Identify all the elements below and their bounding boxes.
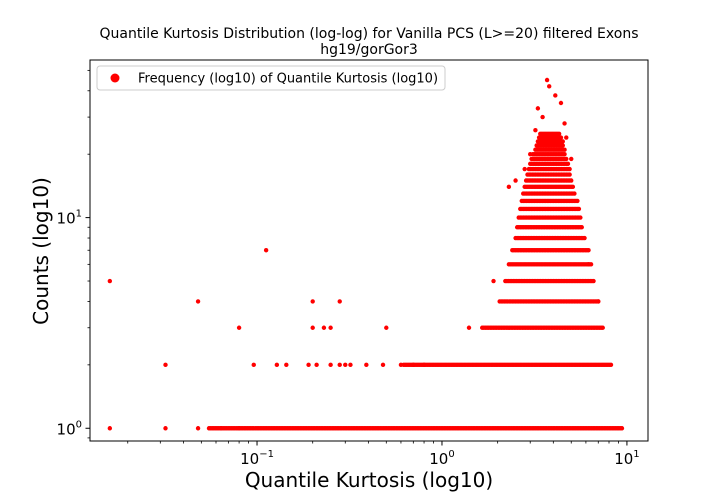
data-point — [163, 426, 168, 431]
data-point — [558, 135, 564, 140]
data-point — [562, 151, 567, 157]
data-point — [328, 325, 333, 330]
data-point — [560, 143, 565, 148]
data-point — [337, 299, 342, 304]
data-point — [582, 235, 587, 241]
y-tick-label: 101 — [57, 209, 82, 228]
data-point — [569, 178, 574, 183]
data-point — [579, 225, 584, 230]
data-point — [553, 93, 558, 98]
data-point — [562, 147, 567, 152]
data-point — [384, 325, 389, 330]
data-point — [567, 166, 572, 172]
data-point — [274, 362, 280, 368]
y-axis-label: Counts (log10) — [29, 177, 53, 325]
chart-title: Quantile Kurtosis Distribution (log-log)… — [100, 26, 639, 42]
data-point — [570, 184, 576, 190]
data-point — [533, 127, 538, 133]
axis-ticks: 10−1 100 101 100 101 — [57, 69, 640, 468]
x-axis-label: Quantile Kurtosis (log10) — [245, 468, 493, 492]
data-point — [591, 278, 596, 284]
data-point — [569, 156, 574, 162]
data-point — [380, 362, 386, 368]
legend-label: Frequency (log10) of Quantile Kurtosis (… — [138, 72, 438, 87]
scatter-points — [107, 77, 625, 431]
data-point — [560, 139, 565, 144]
data-point — [251, 362, 256, 368]
data-point — [364, 362, 369, 368]
data-point — [535, 106, 541, 111]
data-point — [491, 278, 496, 284]
data-point — [310, 299, 315, 304]
data-point — [107, 426, 113, 431]
y-tick-label: 100 — [57, 419, 82, 438]
data-point — [573, 198, 579, 204]
data-point — [556, 131, 562, 136]
data-point — [572, 191, 577, 196]
data-point — [284, 362, 289, 368]
data-point — [506, 184, 512, 190]
data-point — [343, 362, 348, 368]
data-point — [608, 362, 614, 368]
data-point — [600, 325, 605, 330]
data-point — [321, 325, 327, 330]
data-point — [163, 362, 168, 368]
data-point — [586, 248, 591, 253]
data-point — [567, 172, 572, 177]
legend: Frequency (log10) of Quantile Kurtosis (… — [96, 65, 446, 91]
data-point — [466, 325, 472, 330]
data-point — [578, 215, 583, 220]
data-point — [564, 135, 569, 140]
legend-box — [96, 65, 446, 91]
data-point — [513, 178, 518, 183]
data-point — [195, 426, 201, 431]
data-point — [565, 161, 571, 167]
data-point — [195, 299, 201, 304]
data-point — [306, 362, 311, 368]
data-point — [522, 166, 527, 172]
x-tick-label: 100 — [429, 449, 454, 468]
legend-marker — [110, 73, 120, 83]
data-point — [310, 325, 315, 330]
data-point — [236, 325, 242, 330]
x-tick-label: 101 — [614, 449, 639, 468]
data-point — [562, 121, 567, 126]
data-point — [588, 262, 594, 267]
data-point — [596, 299, 601, 304]
data-point — [564, 156, 569, 162]
data-point — [328, 362, 333, 368]
data-point — [619, 426, 625, 431]
x-tick-label: 10−1 — [240, 449, 274, 468]
data-point — [558, 100, 564, 106]
data-point — [576, 206, 582, 212]
chart-subtitle: hg19/gorGor3 — [320, 42, 418, 58]
data-point — [547, 84, 552, 89]
data-point — [263, 248, 269, 253]
data-point — [314, 362, 319, 368]
data-point — [107, 278, 113, 284]
data-point — [540, 114, 545, 120]
data-point — [337, 362, 342, 368]
data-point — [544, 77, 550, 83]
data-point — [348, 362, 353, 368]
plot-area-frame — [89, 59, 649, 442]
